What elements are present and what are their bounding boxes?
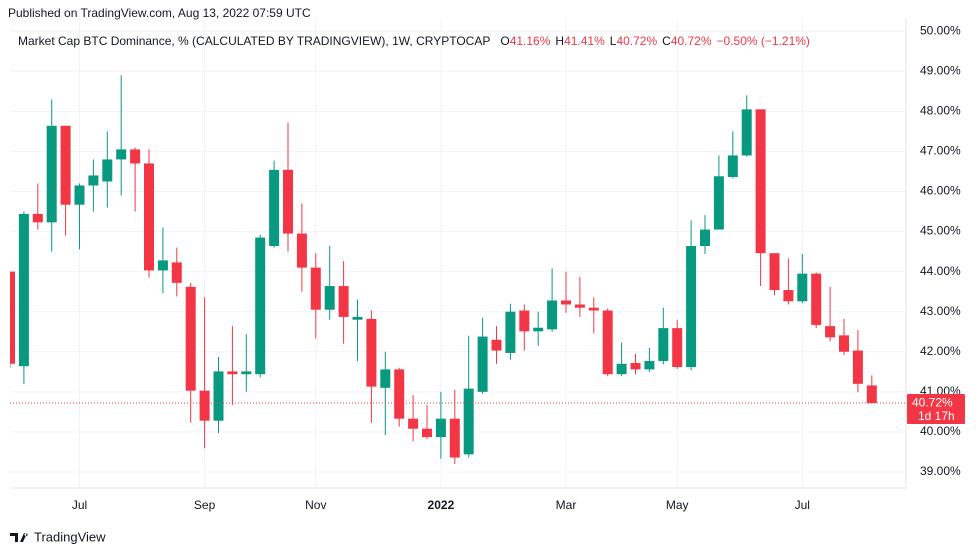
candle-body — [310, 267, 321, 310]
countdown: 1d 17h — [918, 409, 955, 423]
candle-body — [574, 304, 585, 308]
candle-body — [811, 273, 822, 325]
candle-body — [296, 233, 307, 268]
ohlc-key: C — [662, 34, 671, 48]
published: Published on TradingView.com, Aug 13, 20… — [8, 6, 311, 20]
candle-body — [727, 155, 738, 178]
candle-body — [769, 253, 780, 291]
candle-body — [658, 328, 669, 361]
candle-body — [185, 286, 196, 391]
candle-body — [227, 371, 238, 375]
ohlc-value: 40.72% — [616, 34, 657, 48]
candle-body — [672, 328, 683, 367]
logo — [10, 533, 28, 542]
candle-body — [700, 229, 710, 246]
candle-body — [283, 169, 293, 234]
brand-name: TradingView — [34, 529, 106, 544]
ohlc-value: 40.72% — [671, 34, 712, 48]
candle-body — [741, 109, 752, 156]
candle-body — [825, 326, 836, 338]
ohlc-key: L — [610, 34, 617, 48]
candle-body — [519, 310, 530, 332]
candle-body — [116, 149, 127, 160]
ohlc-value: 41.41% — [564, 34, 605, 48]
candle-body — [74, 185, 85, 205]
ohlc-key: H — [555, 34, 564, 48]
candle-body — [435, 418, 446, 438]
candle-body — [255, 237, 266, 375]
candle-body — [171, 262, 182, 283]
candle-body — [533, 327, 544, 332]
candle-body — [18, 213, 29, 367]
candle-body — [852, 350, 863, 384]
y-tick-label: 45.00% — [920, 224, 961, 238]
candle-body — [338, 286, 349, 317]
candle-body — [408, 418, 419, 429]
y-tick-label: 49.00% — [920, 63, 961, 77]
candle-body — [366, 318, 377, 387]
candle-body — [199, 390, 210, 421]
candle-body — [144, 163, 154, 271]
candle-body — [491, 339, 502, 351]
candle-body — [32, 213, 43, 223]
x-tick-label: May — [666, 498, 689, 512]
candle-body — [866, 385, 877, 404]
ohlc-key: O — [500, 34, 509, 48]
candle-body — [463, 388, 474, 455]
candle-body — [324, 286, 335, 310]
y-tick-label: 42.00% — [920, 344, 961, 358]
candle-body — [561, 300, 571, 305]
last-price-label: 40.72% — [912, 396, 953, 410]
candle-body — [46, 125, 57, 223]
x-tick-label: Jul — [795, 498, 810, 512]
y-tick-label: 47.00% — [920, 144, 961, 158]
candle-body — [157, 260, 168, 271]
candle-body — [130, 149, 141, 164]
y-tick-label: 43.00% — [920, 304, 961, 318]
candle-body — [352, 316, 363, 320]
candle-body — [505, 311, 516, 353]
candle-body — [88, 175, 99, 186]
candle-body — [713, 176, 724, 230]
y-tick-label: 44.00% — [920, 264, 961, 278]
candle-body — [449, 418, 460, 458]
candle-body — [241, 371, 252, 375]
x-tick-label: Jul — [72, 498, 87, 512]
brand: TradingView — [10, 529, 106, 544]
last-price-box — [907, 394, 965, 425]
candle-body — [602, 310, 613, 375]
y-tick-label: 39.00% — [920, 464, 961, 478]
candle-body — [644, 360, 655, 370]
chart-title: Market Cap BTC Dominance, % (CALCULATED … — [18, 34, 490, 48]
y-tick-label: 50.00% — [920, 23, 961, 37]
ohlc-value: 41.16% — [510, 34, 551, 48]
x-tick-label: Nov — [305, 498, 326, 512]
x-tick-label: Sep — [194, 498, 216, 512]
candle-body — [547, 300, 558, 330]
candle-body — [588, 307, 599, 311]
y-tick-label: 46.00% — [920, 184, 961, 198]
y-tick-label: 40.00% — [920, 424, 961, 438]
x-tick-label: Mar — [556, 498, 577, 512]
candle-body — [213, 371, 224, 421]
candle-body — [422, 428, 432, 438]
candle-body — [60, 125, 71, 205]
candle-body — [755, 109, 766, 254]
change: −0.50% (−1.21%) — [717, 34, 810, 48]
candle-body — [102, 159, 113, 182]
candle-body — [10, 271, 15, 364]
candle-body — [797, 273, 808, 302]
candle-body — [839, 335, 849, 352]
candle-body — [394, 369, 405, 419]
candle-body — [630, 362, 641, 370]
candle-body — [686, 245, 697, 367]
candle-body — [269, 169, 280, 246]
candle-body — [783, 290, 794, 302]
candle-body — [380, 369, 391, 388]
candle-body — [616, 363, 627, 375]
candle-body — [477, 336, 488, 392]
x-tick-label: 2022 — [428, 498, 455, 512]
y-tick-label: 48.00% — [920, 104, 961, 118]
